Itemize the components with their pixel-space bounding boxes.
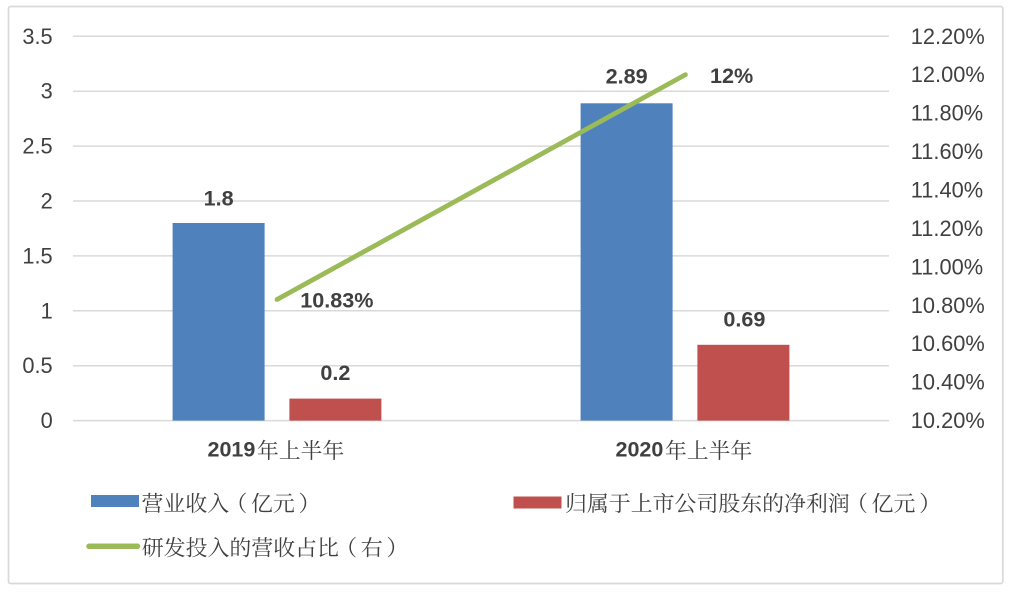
svg-text:1.5: 1.5 [22,243,52,268]
svg-text:12%: 12% [710,63,753,88]
svg-text:12.00%: 12.00% [911,62,985,87]
svg-text:11.80%: 11.80% [911,101,983,126]
svg-text:0.2: 0.2 [320,360,350,385]
svg-text:10.20%: 10.20% [911,408,985,433]
svg-text:12.20%: 12.20% [911,24,985,49]
svg-text:2.5: 2.5 [22,134,52,159]
svg-text:11.00%: 11.00% [911,254,983,279]
svg-text:3.5: 3.5 [22,24,52,49]
svg-text:2020: 2020 [616,438,664,462]
svg-text:10.60%: 10.60% [911,331,985,356]
svg-text:0: 0 [41,408,53,433]
svg-text:1: 1 [41,298,53,323]
svg-text:1.8: 1.8 [204,186,234,211]
svg-text:2: 2 [41,189,53,214]
svg-text:10.80%: 10.80% [911,293,985,318]
svg-text:0.5: 0.5 [22,353,52,378]
svg-text:11.40%: 11.40% [911,178,983,203]
svg-text:10.40%: 10.40% [911,370,985,395]
svg-text:11.60%: 11.60% [911,139,983,164]
svg-text:11.20%: 11.20% [911,216,983,241]
svg-text:10.83%: 10.83% [300,288,373,313]
svg-text:2.89: 2.89 [606,63,648,88]
svg-text:0.69: 0.69 [723,307,765,332]
svg-text:2019: 2019 [208,438,256,462]
svg-text:3: 3 [41,79,53,104]
